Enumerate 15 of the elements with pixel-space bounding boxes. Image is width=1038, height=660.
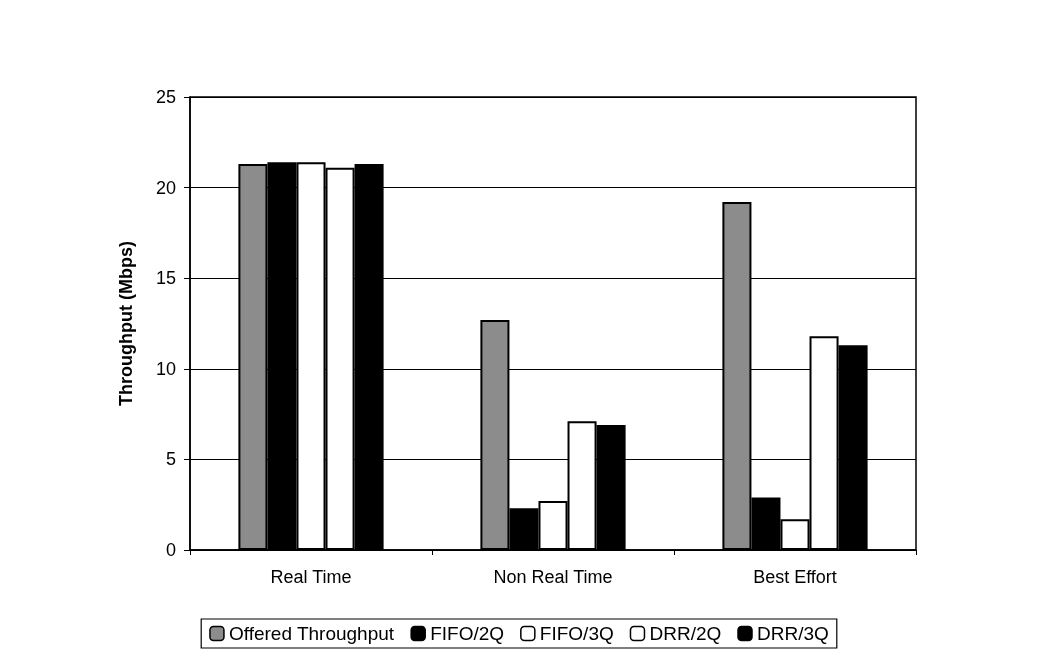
y-tick-label: 25 — [155, 87, 176, 107]
y-tick-label: 5 — [165, 449, 176, 470]
y-tick-label: 10 — [155, 358, 176, 379]
x-tick-label: Real Time — [270, 567, 352, 587]
legend-label: DRR/2Q — [649, 623, 722, 644]
legend-label: FIFO/2Q — [430, 623, 505, 644]
legend-label: FIFO/3Q — [539, 623, 614, 644]
y-tick-label: 0 — [165, 540, 176, 560]
x-tick-label: Non Real Time — [493, 567, 613, 587]
y-tick-label: 15 — [155, 268, 176, 289]
y-axis-title: Throughput (Mbps) — [116, 241, 136, 406]
legend-label: DRR/3Q — [757, 623, 829, 644]
legend-label: Offered Throughput — [228, 623, 395, 644]
x-tick-label: Best Effort — [753, 567, 837, 587]
y-tick-label: 20 — [155, 177, 176, 198]
